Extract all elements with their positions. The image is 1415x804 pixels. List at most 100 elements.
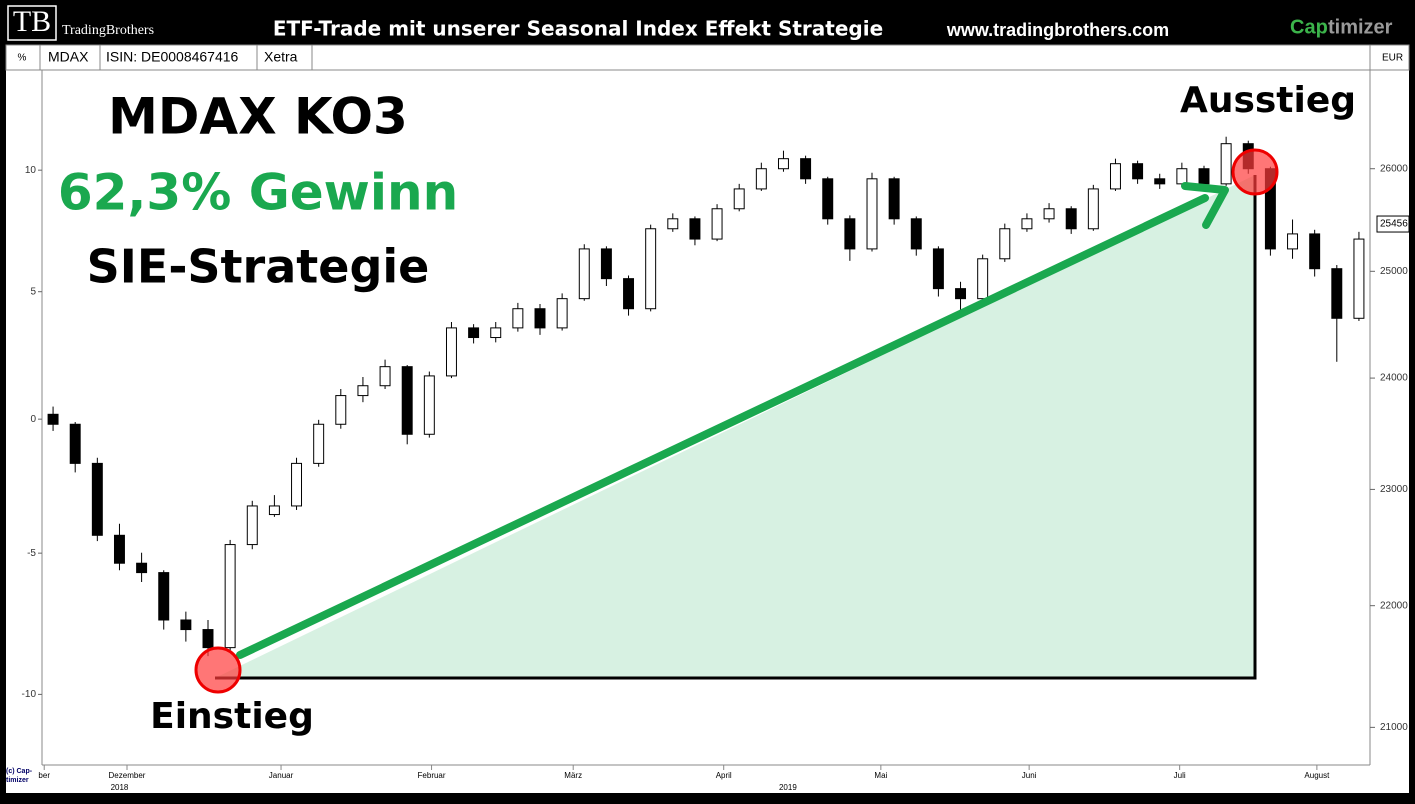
candle-body bbox=[291, 462, 303, 507]
candle-body bbox=[1309, 233, 1321, 270]
candle-body bbox=[91, 462, 103, 536]
candle-body bbox=[910, 218, 922, 250]
candle-body bbox=[755, 168, 767, 190]
candle-body bbox=[1198, 168, 1210, 185]
candle-body bbox=[600, 248, 612, 280]
symbol: MDAX bbox=[48, 49, 89, 65]
y-tick-label: -10 bbox=[22, 689, 37, 700]
candle-body bbox=[932, 248, 944, 290]
product-b: timizer bbox=[1328, 16, 1393, 38]
logo: TB bbox=[13, 5, 51, 38]
candle-body bbox=[1109, 163, 1121, 190]
isin: ISIN: DE0008467416 bbox=[106, 49, 239, 65]
candles bbox=[47, 136, 1365, 657]
candle-body bbox=[977, 258, 989, 300]
strategy: SIE-Strategie bbox=[87, 240, 430, 294]
arrow bbox=[194, 148, 1279, 694]
candle-body bbox=[268, 505, 280, 516]
candle-body bbox=[1353, 238, 1365, 319]
title: MDAX KO3 bbox=[108, 88, 408, 146]
year-label: 2018 bbox=[111, 783, 129, 792]
candle-body bbox=[888, 178, 900, 220]
candle-body bbox=[866, 178, 878, 250]
candle-body bbox=[47, 413, 59, 425]
x-tick-label: Mai bbox=[874, 771, 887, 780]
copyright: (c) Cap-timizer bbox=[6, 768, 33, 784]
candle-body bbox=[512, 308, 524, 329]
y2-tick-label: 21000 bbox=[1380, 722, 1408, 733]
candle-body bbox=[733, 188, 745, 210]
candle-body bbox=[224, 544, 236, 649]
candle-body bbox=[246, 505, 258, 546]
candle-body bbox=[777, 158, 789, 170]
candle-body bbox=[423, 375, 435, 435]
brand: TradingBrothers bbox=[62, 23, 154, 38]
x-tick-label: März bbox=[564, 771, 582, 780]
x-tick-label: April bbox=[716, 771, 732, 780]
y2-tick-label: 25000 bbox=[1380, 266, 1408, 277]
candle-body bbox=[645, 228, 657, 310]
candle-body bbox=[623, 278, 635, 310]
unit-right: EUR bbox=[1382, 53, 1403, 64]
toolbar bbox=[5, 44, 1410, 766]
candle-body bbox=[999, 228, 1011, 260]
candle-body bbox=[401, 366, 413, 435]
candle-body bbox=[180, 619, 192, 631]
candle-body bbox=[335, 395, 347, 425]
y-tick-label: -5 bbox=[27, 548, 36, 559]
exchange: Xetra bbox=[264, 49, 298, 65]
x-tick-label: August bbox=[1304, 771, 1330, 780]
candle-body bbox=[578, 248, 590, 300]
candle-body bbox=[534, 308, 546, 329]
headline: ETF-Trade mit unserer Seasonal Index Eff… bbox=[273, 17, 883, 41]
candle-body bbox=[1287, 233, 1299, 250]
x-tick-label: Dezember bbox=[109, 771, 146, 780]
candle-body bbox=[822, 178, 834, 220]
candle-body bbox=[955, 288, 967, 300]
candle-body bbox=[468, 327, 480, 339]
candle-body bbox=[313, 423, 325, 464]
logo-box bbox=[7, 5, 57, 41]
y-tick-label: 0 bbox=[30, 414, 36, 425]
y2-tick-label: 24000 bbox=[1380, 373, 1408, 384]
candle-body bbox=[445, 327, 457, 377]
candle-body bbox=[379, 366, 391, 387]
x-tick-label: Januar bbox=[269, 771, 294, 780]
candle-body bbox=[711, 208, 723, 240]
candle-body bbox=[1176, 168, 1188, 185]
candle-body bbox=[357, 385, 369, 397]
y-tick-label: 5 bbox=[30, 286, 36, 297]
candle-body bbox=[1331, 268, 1343, 319]
candle-body bbox=[1065, 208, 1077, 230]
entry-label: Einstieg bbox=[150, 696, 314, 737]
candle-body bbox=[1087, 188, 1099, 230]
candle-body bbox=[1154, 178, 1166, 185]
candle-body bbox=[1021, 218, 1033, 230]
last-price-box bbox=[1376, 215, 1410, 233]
candle-body bbox=[490, 327, 502, 339]
candle-body bbox=[158, 572, 170, 621]
url: www.tradingbrothers.com bbox=[946, 20, 1169, 40]
exit-label: Ausstieg bbox=[1180, 80, 1356, 121]
candle-body bbox=[1132, 163, 1144, 180]
candle-body bbox=[689, 218, 701, 240]
y2-tick-label: 26000 bbox=[1380, 163, 1408, 174]
x-tick-label: Juni bbox=[1022, 771, 1037, 780]
y-tick-label: 10 bbox=[25, 165, 37, 176]
candle-body bbox=[113, 534, 125, 564]
copyright-box: (c) Cap-timizer bbox=[6, 768, 33, 784]
x-tick-label: ber bbox=[38, 771, 50, 780]
candle-body bbox=[556, 298, 568, 329]
y2-tick-label: 23000 bbox=[1380, 484, 1408, 495]
gain: 62,3% Gewinn bbox=[58, 164, 458, 222]
candle-body bbox=[69, 423, 81, 464]
candle-body bbox=[1043, 208, 1055, 220]
unit-left: % bbox=[18, 53, 27, 64]
x-tick-label: Juli bbox=[1174, 771, 1186, 780]
x-tick-label: Februar bbox=[418, 771, 446, 780]
last-price: 25456 bbox=[1380, 219, 1408, 230]
candle-body bbox=[667, 218, 679, 230]
year-label: 2019 bbox=[779, 783, 797, 792]
